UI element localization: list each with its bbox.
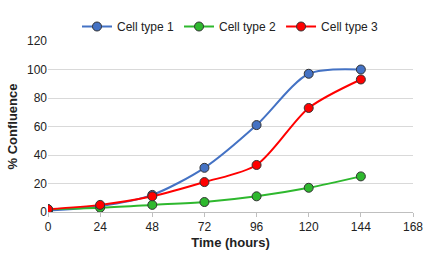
svg-text:120: 120 [27, 34, 47, 48]
svg-text:120: 120 [299, 220, 319, 234]
svg-text:0: 0 [40, 205, 47, 219]
svg-text:Cell type 3: Cell type 3 [321, 20, 378, 34]
svg-text:80: 80 [34, 91, 48, 105]
svg-text:20: 20 [34, 177, 48, 191]
svg-text:Time (hours): Time (hours) [191, 235, 270, 250]
svg-text:60: 60 [34, 120, 48, 134]
svg-text:Cell type 1: Cell type 1 [117, 20, 174, 34]
svg-text:96: 96 [250, 220, 264, 234]
svg-text:24: 24 [93, 220, 107, 234]
svg-text:0: 0 [45, 220, 52, 234]
svg-text:168: 168 [403, 220, 423, 234]
svg-text:Cell type 2: Cell type 2 [219, 20, 276, 34]
svg-text:100: 100 [27, 63, 47, 77]
svg-text:144: 144 [351, 220, 371, 234]
svg-text:48: 48 [146, 220, 160, 234]
svg-text:40: 40 [34, 148, 48, 162]
svg-text:% Confluence: % Confluence [5, 84, 20, 170]
svg-text:72: 72 [198, 220, 212, 234]
